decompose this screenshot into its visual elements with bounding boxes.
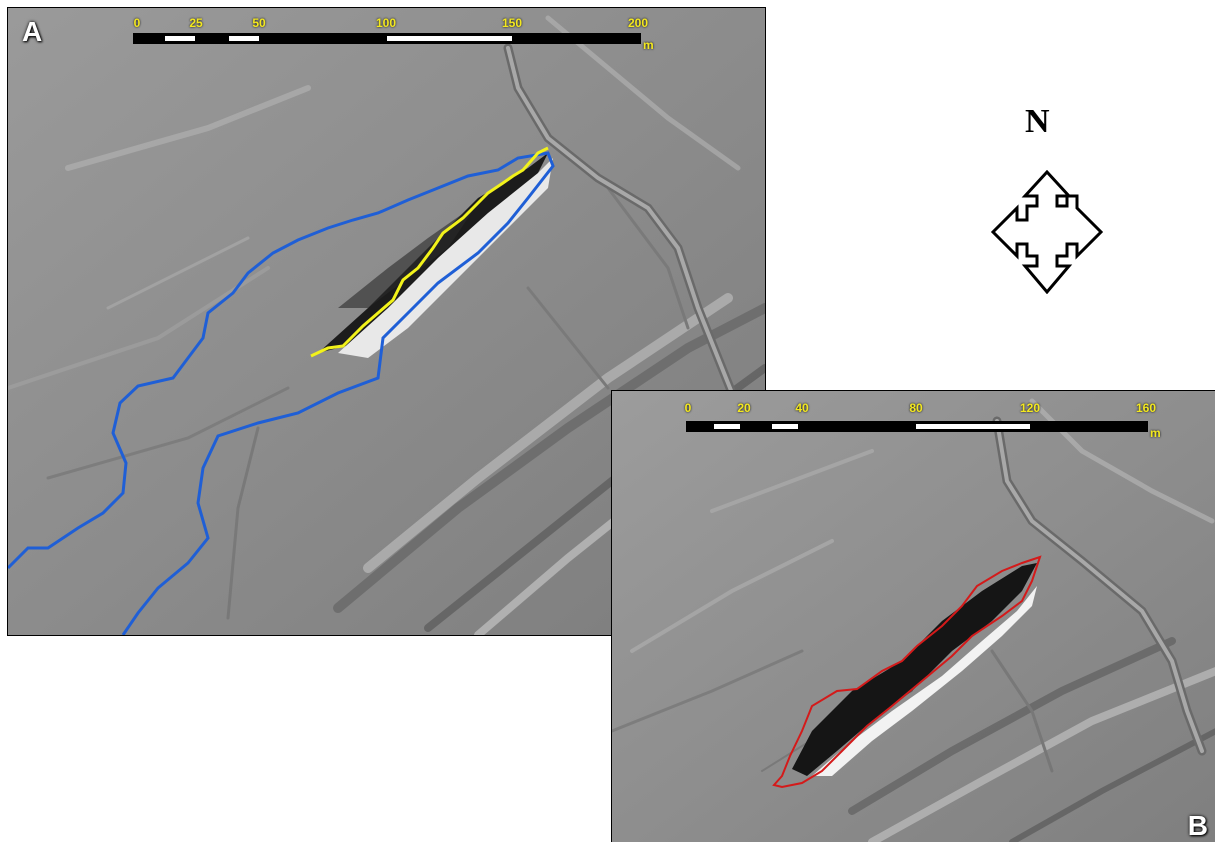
hillshade-terrain-b bbox=[612, 391, 1215, 842]
scale-tick-label: 25 bbox=[189, 16, 203, 30]
scale-tick-label: 200 bbox=[627, 16, 649, 30]
north-arrow-icon bbox=[991, 170, 1103, 294]
scale-tick-label: 120 bbox=[1019, 401, 1041, 415]
scale-bar-a: 0 25 50 100 150 200 m bbox=[133, 16, 654, 56]
scale-tick-label: 50 bbox=[252, 16, 266, 30]
scale-unit: m bbox=[1150, 426, 1161, 440]
scale-tick-label: 20 bbox=[737, 401, 751, 415]
scale-tick-label: 80 bbox=[909, 401, 923, 415]
map-panel-a: A 0 25 50 100 150 200 m bbox=[7, 7, 766, 636]
hillshade-terrain-a bbox=[8, 8, 765, 635]
scale-bar-track bbox=[686, 421, 1148, 432]
scale-tick-label: 40 bbox=[795, 401, 809, 415]
scale-bar-b: 0 20 40 80 120 160 m bbox=[682, 401, 1182, 441]
scale-tick-label: 100 bbox=[375, 16, 397, 30]
scale-tick-label: 150 bbox=[501, 16, 523, 30]
scale-unit: m bbox=[643, 38, 654, 52]
north-label: N bbox=[1025, 103, 1050, 140]
panel-label-b: B bbox=[1187, 810, 1208, 841]
map-panel-b: B 0 20 40 80 120 160 m bbox=[611, 390, 1215, 842]
scale-tick-label: 0 bbox=[133, 16, 141, 30]
scale-tick-label: 0 bbox=[684, 401, 692, 415]
scale-bar-track bbox=[133, 33, 641, 44]
panel-label-a: A bbox=[22, 16, 43, 47]
scale-tick-label: 160 bbox=[1135, 401, 1157, 415]
